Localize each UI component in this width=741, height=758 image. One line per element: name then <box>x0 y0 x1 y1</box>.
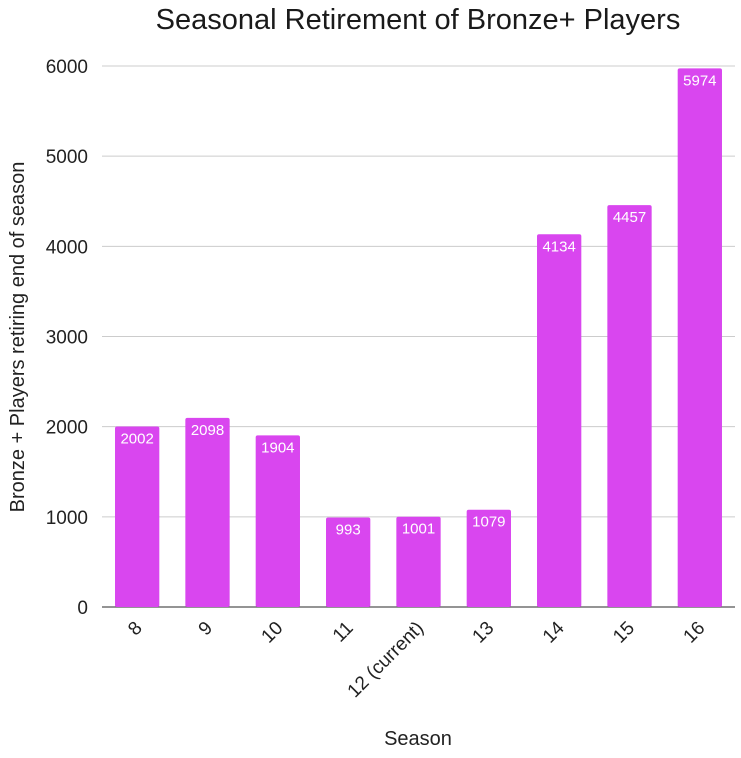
bar-data-label: 2002 <box>120 430 153 447</box>
bar <box>115 426 160 607</box>
bar-data-label: 1904 <box>261 439 294 456</box>
x-tick-label: 10 <box>258 618 288 648</box>
x-axis-label: Season <box>384 728 452 750</box>
bar-data-label: 5974 <box>683 72 716 89</box>
bar <box>607 205 652 607</box>
x-tick-label: 15 <box>609 618 639 648</box>
y-tick-label: 6000 <box>46 57 88 78</box>
y-tick-label: 0 <box>77 598 88 619</box>
x-tick-label: 12 (current) <box>344 618 428 702</box>
bar <box>466 509 511 607</box>
bar <box>537 234 582 607</box>
bar-data-label: 1001 <box>402 521 435 538</box>
bar <box>677 68 722 607</box>
x-tick-label: 11 <box>329 618 358 647</box>
bar-data-label: 2098 <box>191 422 224 439</box>
y-tick-label: 2000 <box>46 418 88 439</box>
y-tick-label: 3000 <box>46 328 88 349</box>
y-tick-label: 5000 <box>46 147 88 168</box>
bar <box>185 417 230 607</box>
bar-data-label: 4457 <box>613 209 646 226</box>
x-tick-label: 13 <box>469 618 499 648</box>
y-tick-label: 4000 <box>46 237 88 258</box>
bar-data-label: 1079 <box>472 514 505 531</box>
x-tick-label: 8 <box>124 618 146 640</box>
y-tick-label: 1000 <box>46 508 88 529</box>
bar <box>255 435 300 607</box>
y-axis-label: Bronze + Players retiring end of season <box>7 162 29 513</box>
bar-data-label: 4134 <box>542 238 575 255</box>
x-tick-label: 14 <box>539 617 569 647</box>
bar <box>396 516 441 607</box>
bar-data-label: 993 <box>336 521 361 538</box>
y-axis-ticks: 0 1000 2000 3000 4000 5000 6000 <box>46 57 88 619</box>
bar <box>326 517 371 607</box>
bars: 2002 2098 1904 993 1001 1079 4134 4457 5974 <box>115 68 722 607</box>
x-tick-label: 9 <box>195 618 217 640</box>
x-tick-label: 16 <box>680 618 710 648</box>
chart-title: Seasonal Retirement of Bronze+ Players <box>156 4 681 36</box>
